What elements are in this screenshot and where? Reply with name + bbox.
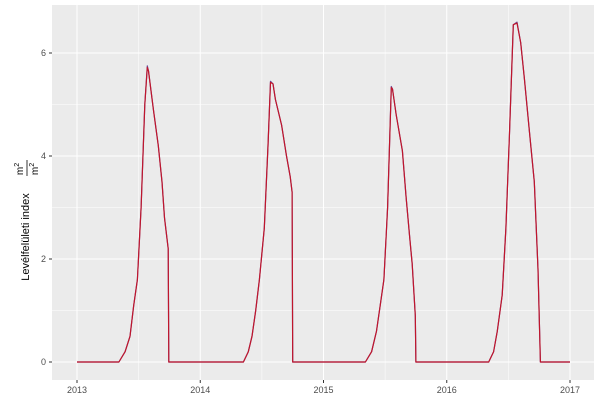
x-tick-label: 2016 (437, 385, 457, 395)
y-tick-label: 6 (41, 48, 46, 58)
y-tick-label: 2 (41, 254, 46, 264)
x-tick-label: 2015 (313, 385, 333, 395)
y-axis-unit-denominator: m2 (29, 163, 41, 175)
y-axis-title: Levélfelületi index m2 m2 (14, 160, 41, 281)
series-line-2 (77, 22, 570, 363)
x-tick-label: 2013 (67, 385, 87, 395)
x-tick-label: 2017 (560, 385, 580, 395)
y-axis-label: Levélfelületi index (20, 193, 32, 281)
y-axis-unit-numerator: m2 (14, 163, 26, 175)
y-tick-label: 4 (41, 151, 46, 161)
x-tick-label: 2014 (190, 385, 210, 395)
y-tick-label: 0 (41, 357, 46, 367)
